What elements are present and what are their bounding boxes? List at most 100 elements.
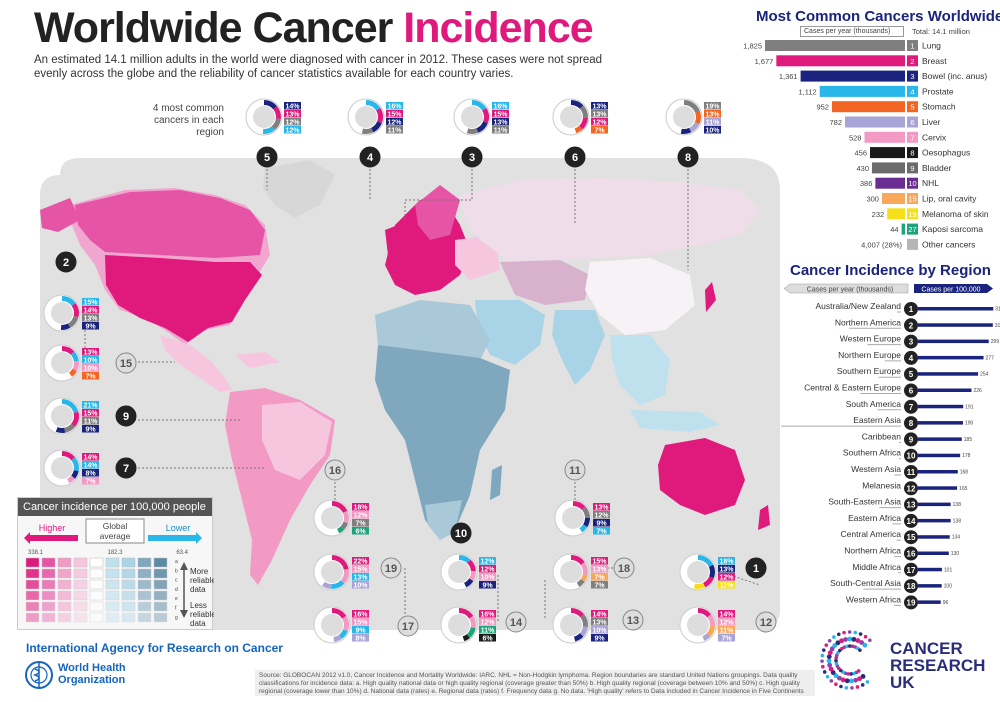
- region-name: South-Eastern Asia: [828, 497, 901, 507]
- region-rank-badge: [904, 383, 918, 398]
- region-rank: 1: [909, 305, 914, 314]
- middle-east-shape: [475, 300, 545, 365]
- pct-badge: [82, 417, 99, 425]
- pct-badge: [352, 511, 369, 519]
- pct-label: 12%: [285, 119, 300, 126]
- region-rank: 3: [909, 338, 914, 347]
- legend-swatch: [57, 557, 72, 568]
- pct-label: 15%: [353, 566, 368, 573]
- new-zealand-shape: [758, 505, 770, 530]
- region-rank: 15: [907, 533, 916, 542]
- cru-dot: [824, 643, 829, 647]
- region-rank-badge: [904, 318, 918, 333]
- rate-value: 226: [973, 388, 982, 394]
- pct-label: 15%: [592, 558, 607, 565]
- pct-badge: [718, 557, 735, 565]
- region-rank: 19: [907, 598, 916, 607]
- cru-dot: [836, 632, 841, 637]
- cru-dot: [842, 630, 846, 635]
- bar-value-label: 1,361: [779, 72, 798, 81]
- pct-badge: [704, 126, 721, 134]
- pct-label: 9%: [596, 520, 607, 527]
- donut-slice: [67, 475, 76, 484]
- pct-badge: [591, 634, 608, 642]
- pct-badge: [593, 503, 610, 511]
- pct-label: 12%: [480, 619, 495, 626]
- donut-slice: [366, 100, 381, 111]
- donut-map-icon: [448, 614, 470, 636]
- cru-dot: [845, 644, 849, 649]
- rate-bar: [918, 355, 984, 360]
- pct-badge: [82, 425, 99, 433]
- donut-slice: [64, 423, 76, 433]
- rate-bar: [918, 470, 958, 474]
- pct-label: 15%: [387, 111, 402, 118]
- region-number: 1: [753, 563, 759, 575]
- pct-label: 7%: [721, 635, 732, 642]
- rate-bar: [918, 421, 963, 425]
- rank-number: 10: [908, 179, 916, 188]
- pct-badge: [82, 298, 99, 306]
- more-reliable-line1: More: [190, 567, 209, 576]
- region-number: 7: [123, 463, 129, 475]
- legend-swatch: [57, 601, 72, 612]
- donut-slice: [371, 121, 382, 133]
- donut-map-icon: [562, 507, 584, 529]
- rank-badge: [907, 223, 918, 235]
- pct-badge: [82, 306, 99, 314]
- cru-dot: [832, 635, 836, 639]
- southeast-asia-shape: [610, 335, 670, 405]
- pct-label: 7%: [355, 520, 366, 527]
- cru-dot: [821, 664, 825, 669]
- bar-1: [765, 40, 905, 51]
- bar-value-label: 528: [849, 133, 862, 142]
- cancer-name: Lip, oral cavity: [922, 194, 977, 204]
- donut-slice: [576, 579, 585, 587]
- region-name: Australia/New Zealand: [815, 301, 901, 311]
- region-name: Western Europe: [840, 334, 902, 344]
- region-rank-badge: [904, 481, 918, 496]
- bar-value-label: 1,112: [798, 87, 816, 96]
- pct-badge: [284, 126, 301, 134]
- cru-dot: [834, 682, 838, 686]
- pct-label: 14%: [719, 611, 734, 618]
- region-name: Caribbean: [862, 431, 901, 441]
- cru-dot: [853, 677, 859, 683]
- donut-slice: [340, 568, 350, 584]
- region-name: Eastern Asia: [853, 415, 901, 425]
- higher-label: Higher: [39, 523, 66, 533]
- pct-badge: [352, 626, 369, 634]
- donut-map-icon: [461, 106, 483, 128]
- pct-label: 13%: [285, 111, 300, 118]
- rate-bar: [918, 551, 949, 555]
- rate-value: 185: [964, 437, 973, 443]
- pct-label: 13%: [83, 315, 98, 322]
- rank-badge: [907, 147, 918, 159]
- pct-badge: [82, 477, 99, 485]
- legend-swatch: [25, 568, 40, 579]
- pct-label: 14%: [83, 307, 98, 314]
- donut-slice: [693, 582, 706, 589]
- legend-swatch: [25, 557, 40, 568]
- cru-dot: [826, 654, 832, 660]
- pct-badge: [718, 610, 735, 618]
- pct-badge: [284, 110, 301, 118]
- cru-dot: [853, 630, 858, 635]
- pct-badge: [591, 118, 608, 126]
- rank-badge: [907, 70, 918, 82]
- rank-badge: [907, 55, 918, 67]
- donut-slice: [70, 351, 79, 362]
- cancer-name: Breast: [922, 56, 947, 66]
- quality-level: f: [175, 606, 177, 612]
- donut-slice: [342, 510, 349, 524]
- pct-badge: [352, 618, 369, 626]
- common-cancers-title: Most Common Cancers Worldwide: [756, 8, 1000, 25]
- region-number: 9: [123, 411, 129, 423]
- pct-badge: [82, 461, 99, 469]
- region-number-badge: [397, 615, 419, 637]
- pct-label: 6%: [355, 528, 366, 535]
- region-name: South-Central Asia: [830, 578, 901, 588]
- pct-label: 12%: [480, 566, 495, 573]
- pct-badge: [718, 581, 735, 589]
- region-rank-badge: [904, 416, 918, 431]
